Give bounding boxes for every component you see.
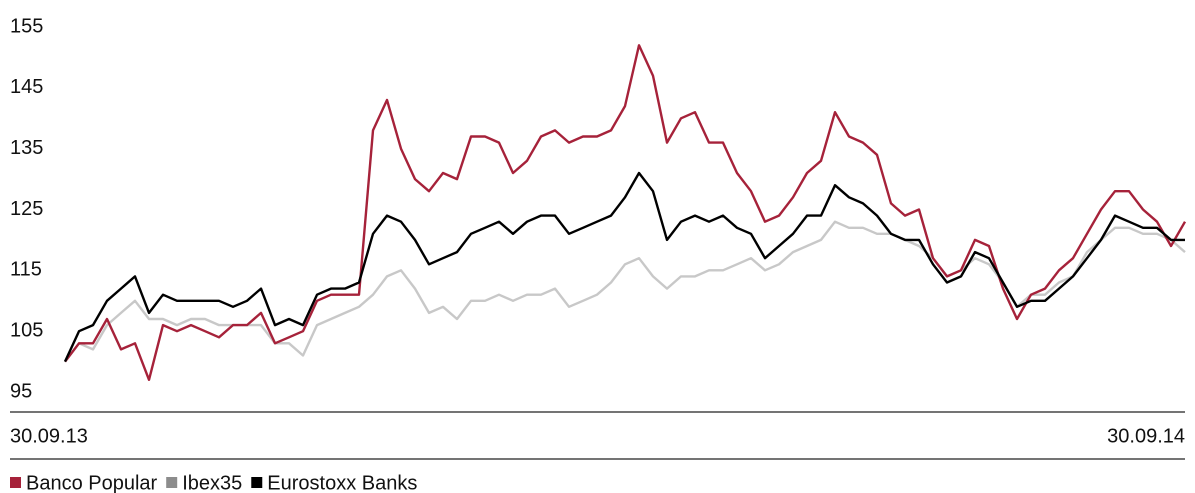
y-tick-label: 145: [10, 76, 43, 98]
legend-swatch: [166, 477, 178, 488]
x-tick-label: 30.09.14: [1107, 425, 1185, 447]
y-tick-label: 135: [10, 137, 43, 159]
series-line: [63, 171, 1185, 363]
y-tick-label: 125: [10, 198, 43, 220]
series-line: [64, 220, 1186, 363]
x-tick-label: 30.09.13: [10, 425, 88, 447]
y-tick-label: 105: [10, 319, 43, 341]
series-line: [64, 44, 1187, 381]
legend-swatch: [251, 477, 263, 488]
y-tick-label: 95: [10, 380, 32, 402]
y-tick-label: 155: [10, 15, 43, 37]
legend-label: Banco Popular: [26, 472, 158, 493]
legend-label: Ibex35: [182, 472, 242, 493]
y-tick-label: 115: [10, 259, 42, 281]
legend-label: Eurostoxx Banks: [267, 472, 417, 493]
legend-swatch: [10, 477, 21, 488]
